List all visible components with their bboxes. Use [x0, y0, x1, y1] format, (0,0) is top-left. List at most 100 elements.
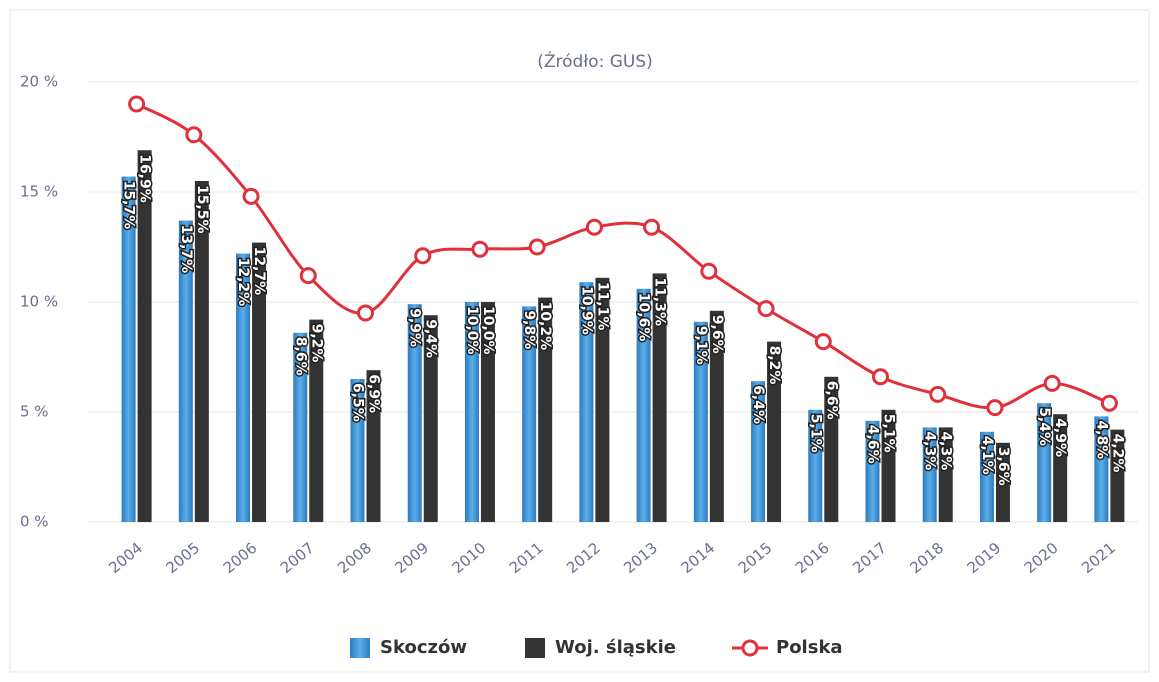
bar: [709, 310, 724, 522]
bar: [995, 442, 1010, 522]
bar: [865, 420, 880, 522]
data-label: 10,2%: [537, 302, 553, 351]
bar: [808, 409, 823, 522]
bar: [236, 253, 251, 522]
bar: [751, 381, 766, 522]
data-label: 6,5%: [350, 383, 366, 422]
bar: [538, 297, 553, 522]
line-marker: [700, 262, 718, 280]
bar: [366, 370, 381, 522]
bar: [652, 273, 667, 522]
bar: [137, 150, 152, 522]
line-marker: [872, 368, 889, 386]
data-label: 4,1%: [979, 436, 995, 475]
data-label: 6,6%: [823, 381, 839, 420]
bar: [121, 176, 136, 522]
legend-label: Skoczów: [380, 637, 467, 658]
line-marker: [757, 300, 775, 318]
legend-label: Woj. śląskie: [555, 637, 676, 658]
data-label: 15,7%: [121, 181, 137, 230]
y-tick-label: 5 %: [20, 403, 49, 421]
legend-swatch: [525, 638, 545, 658]
bar: [1053, 414, 1068, 522]
legend-label: Polska: [776, 637, 843, 658]
data-label: 9,1%: [693, 326, 709, 365]
line-marker: [929, 385, 947, 403]
data-label: 4,3%: [922, 431, 938, 470]
line-marker: [528, 238, 546, 256]
data-label: 6,4%: [750, 385, 766, 424]
bar: [407, 304, 422, 522]
data-label: 9,4%: [423, 319, 439, 358]
line-marker: [357, 304, 374, 322]
data-label: 9,6%: [709, 315, 725, 354]
data-label: 10,9%: [578, 286, 594, 335]
data-label: 12,2%: [235, 258, 251, 307]
chart-subtitle: (Źródło: GUS): [537, 50, 653, 72]
bar: [423, 315, 438, 522]
line-marker: [471, 240, 489, 258]
data-label: 12,7%: [251, 247, 267, 296]
data-label: 8,6%: [292, 337, 308, 376]
y-tick-label: 15 %: [20, 183, 58, 201]
line-marker: [986, 399, 1004, 417]
bar: [293, 332, 308, 522]
data-label: 4,8%: [1093, 420, 1109, 459]
bar: [522, 306, 537, 522]
data-label: 9,8%: [521, 310, 537, 349]
bar: [579, 282, 594, 522]
bar: [693, 321, 708, 522]
legend-swatch: [350, 638, 370, 658]
bar: [480, 302, 495, 522]
bar: [636, 288, 651, 522]
line-marker: [1100, 394, 1118, 412]
y-tick-label: 0 %: [20, 513, 49, 531]
data-label: 3,6%: [995, 447, 1011, 486]
data-label: 10,0%: [464, 306, 480, 355]
data-label: 10,0%: [480, 306, 496, 355]
bar: [464, 302, 479, 522]
bar: [1094, 416, 1109, 522]
data-label: 6,9%: [366, 374, 382, 413]
line-marker: [643, 218, 661, 236]
data-label: 5,4%: [1036, 407, 1052, 446]
line-marker: [299, 267, 317, 285]
line-marker: [1043, 374, 1061, 392]
legend-marker: [741, 639, 759, 657]
data-label: 9,9%: [407, 308, 423, 347]
line-marker: [185, 126, 203, 144]
data-label: 4,2%: [1109, 434, 1125, 473]
bar: [194, 181, 209, 522]
data-label: 9,2%: [308, 324, 324, 363]
bar: [767, 341, 782, 522]
y-tick-label: 20 %: [20, 73, 58, 91]
data-label: 10,6%: [636, 293, 652, 342]
line-marker: [414, 247, 432, 265]
bar: [979, 431, 994, 522]
bar: [1110, 429, 1125, 522]
bar: [350, 379, 365, 522]
bar: [824, 376, 839, 522]
data-label: 11,3%: [652, 277, 668, 326]
data-label: 5,1%: [881, 414, 897, 453]
y-tick-label: 10 %: [20, 293, 58, 311]
line-marker: [242, 187, 260, 205]
data-label: 4,3%: [938, 431, 954, 470]
bar: [938, 427, 953, 522]
line-marker: [128, 95, 146, 113]
data-label: 8,2%: [766, 346, 782, 385]
data-label: 4,6%: [865, 425, 881, 464]
data-label: 15,5%: [194, 185, 210, 234]
data-label: 5,1%: [807, 414, 823, 453]
bar: [595, 277, 610, 522]
bar: [178, 220, 193, 522]
data-label: 4,9%: [1052, 418, 1068, 457]
data-label: 16,9%: [137, 154, 153, 203]
bar: [252, 242, 267, 522]
bar: [1037, 403, 1052, 522]
bar: [309, 319, 324, 522]
bar: [922, 427, 937, 522]
data-label: 11,1%: [594, 282, 610, 331]
bar: [881, 409, 896, 522]
